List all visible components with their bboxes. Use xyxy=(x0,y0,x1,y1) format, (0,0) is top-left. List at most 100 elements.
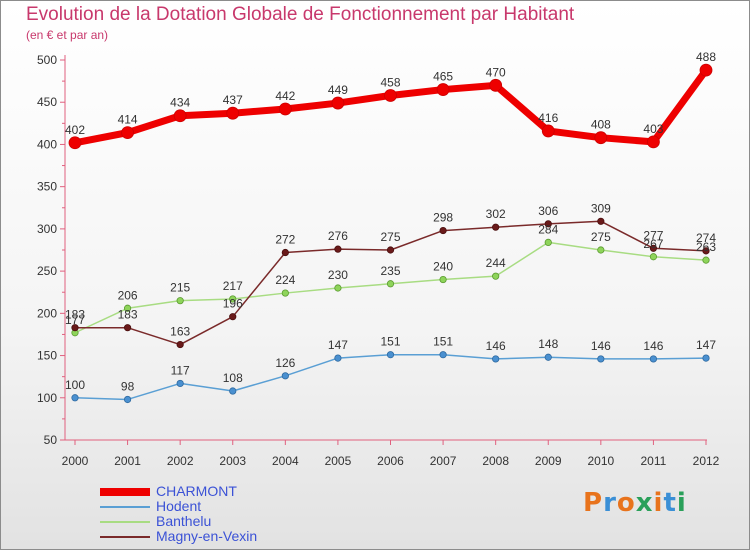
data-label-hodent: 147 xyxy=(696,338,716,352)
data-label-charmont: 402 xyxy=(65,123,85,137)
data-point-magny-en-vexin xyxy=(439,226,447,235)
data-point-hodent xyxy=(123,395,132,404)
data-point-hodent xyxy=(229,387,237,395)
x-tick-label: 2009 xyxy=(535,454,562,468)
data-label-charmont: 414 xyxy=(118,113,138,127)
data-label-hodent: 146 xyxy=(643,339,663,353)
data-point-magny-en-vexin xyxy=(229,313,237,321)
y-tick-label: 300 xyxy=(37,222,57,236)
data-point-magny-en-vexin xyxy=(71,324,79,332)
y-tick-label: 150 xyxy=(37,349,57,363)
data-label-charmont: 408 xyxy=(591,118,611,132)
legend-swatch-banthelu xyxy=(100,521,150,523)
data-point-charmont xyxy=(68,136,82,150)
chart-subtitle: (en € et par an) xyxy=(26,28,109,42)
data-point-charmont xyxy=(173,109,187,123)
data-point-hodent xyxy=(439,351,447,359)
data-label-charmont: 458 xyxy=(380,75,400,89)
chart-title: Evolution de la Dotation Globale de Fonc… xyxy=(26,4,575,25)
data-label-charmont: 437 xyxy=(223,93,243,107)
data-label-hodent: 148 xyxy=(538,337,558,351)
data-label-hodent: 100 xyxy=(65,378,85,392)
data-point-banthelu xyxy=(334,284,342,292)
data-label-magny-en-vexin: 183 xyxy=(65,308,85,322)
data-label-hodent: 151 xyxy=(433,335,453,349)
data-label-magny-en-vexin: 306 xyxy=(538,204,558,218)
data-label-hodent: 126 xyxy=(275,356,295,370)
data-label-hodent: 117 xyxy=(171,363,190,377)
data-label-magny-en-vexin: 196 xyxy=(223,297,243,311)
data-label-magny-en-vexin: 163 xyxy=(170,325,190,339)
data-label-banthelu: 244 xyxy=(486,256,506,270)
data-point-magny-en-vexin xyxy=(334,245,342,253)
data-point-banthelu xyxy=(176,297,184,305)
data-label-banthelu: 230 xyxy=(328,268,348,282)
data-label-banthelu: 275 xyxy=(591,230,611,244)
data-point-banthelu xyxy=(702,256,710,264)
data-point-banthelu xyxy=(597,246,605,254)
data-point-charmont xyxy=(331,96,345,110)
data-point-banthelu xyxy=(544,238,552,246)
x-tick-label: 2006 xyxy=(377,454,404,468)
data-label-charmont: 403 xyxy=(643,122,663,136)
data-point-hodent xyxy=(334,354,342,362)
y-tick-label: 200 xyxy=(37,306,57,320)
data-label-magny-en-vexin: 277 xyxy=(643,228,663,242)
x-tick-label: 2002 xyxy=(167,454,194,468)
data-point-charmont xyxy=(436,83,450,96)
data-point-magny-en-vexin xyxy=(281,248,289,257)
data-point-banthelu xyxy=(281,289,289,297)
x-tick-label: 2005 xyxy=(325,454,352,468)
data-label-charmont: 470 xyxy=(486,65,506,79)
data-label-magny-en-vexin: 274 xyxy=(696,231,716,245)
data-label-magny-en-vexin: 272 xyxy=(275,233,295,247)
data-point-hodent xyxy=(597,355,605,363)
data-point-magny-en-vexin xyxy=(597,217,605,225)
data-label-charmont: 416 xyxy=(538,111,558,125)
y-tick-label: 100 xyxy=(37,391,57,405)
legend-swatch-hodent xyxy=(100,506,150,508)
data-point-hodent xyxy=(702,354,710,362)
data-label-hodent: 151 xyxy=(380,335,400,349)
data-point-hodent xyxy=(649,355,658,363)
data-label-banthelu: 177 xyxy=(65,313,85,327)
x-tick-label: 2012 xyxy=(693,454,720,468)
y-tick-label: 450 xyxy=(37,95,57,109)
data-label-magny-en-vexin: 183 xyxy=(118,308,138,322)
data-label-banthelu: 235 xyxy=(380,264,400,278)
data-point-charmont xyxy=(278,102,292,116)
data-point-banthelu xyxy=(386,280,395,288)
data-point-charmont xyxy=(226,106,240,120)
data-label-banthelu: 284 xyxy=(538,222,558,236)
data-point-hodent xyxy=(386,351,395,359)
data-point-magny-en-vexin xyxy=(386,246,395,254)
data-label-banthelu: 206 xyxy=(118,288,138,302)
data-label-magny-en-vexin: 309 xyxy=(591,201,611,215)
data-point-magny-en-vexin xyxy=(492,223,500,231)
data-point-banthelu xyxy=(649,253,658,261)
data-label-banthelu: 217 xyxy=(223,279,243,293)
data-point-hodent xyxy=(281,372,289,380)
data-point-hodent xyxy=(544,353,552,361)
data-label-banthelu: 267 xyxy=(643,237,663,251)
data-point-charmont xyxy=(121,126,134,140)
y-tick-label: 400 xyxy=(37,137,57,151)
x-tick-label: 2000 xyxy=(62,454,89,468)
legend-label-charmont: CHARMONT xyxy=(156,483,237,499)
data-point-charmont xyxy=(489,78,503,92)
legend-swatch-charmont xyxy=(100,488,150,496)
legend-label-magny-en-vexin: Magny-en-Vexin xyxy=(156,528,258,544)
data-label-magny-en-vexin: 302 xyxy=(486,207,506,221)
y-tick-label: 350 xyxy=(37,180,57,194)
y-tick-label: 500 xyxy=(37,53,57,67)
proxiti-logo: Proxiti xyxy=(583,488,687,518)
legend-label-banthelu: Banthelu xyxy=(156,513,212,529)
data-label-hodent: 146 xyxy=(591,339,611,353)
data-point-banthelu xyxy=(229,295,237,303)
x-tick-label: 2007 xyxy=(430,454,457,468)
data-label-hodent: 108 xyxy=(223,371,243,385)
data-label-charmont: 434 xyxy=(170,96,190,110)
data-label-banthelu: 224 xyxy=(275,273,295,287)
series-points xyxy=(68,63,713,404)
